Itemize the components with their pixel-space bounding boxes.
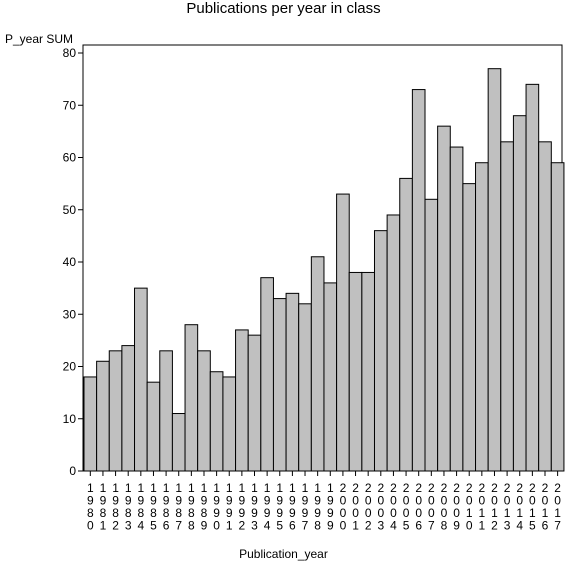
y-tick-label: 80 — [63, 46, 77, 60]
y-tick-label: 40 — [63, 255, 77, 269]
bar-2014 — [512, 115, 527, 472]
bar-1992 — [235, 329, 249, 472]
bar-1994 — [260, 277, 274, 472]
bar-1996 — [285, 292, 300, 472]
bar-1993 — [247, 334, 262, 472]
y-tick-label: 30 — [63, 307, 77, 321]
bar-1982 — [108, 350, 123, 472]
y-axis: 0 10 20 30 40 50 60 70 80 — [63, 46, 83, 478]
bar-1995 — [272, 298, 287, 472]
bar-1991 — [222, 376, 237, 472]
bar-1999 — [323, 282, 338, 472]
bar-1988 — [184, 324, 199, 472]
bar-2012 — [487, 68, 502, 472]
bar-1984 — [134, 287, 148, 472]
bar-1985 — [146, 381, 161, 472]
bar-2010 — [462, 183, 477, 472]
bar-2007 — [424, 198, 439, 472]
y-tick-label: 20 — [63, 360, 77, 374]
bar-1980 — [83, 376, 98, 472]
bar-1987 — [171, 413, 186, 472]
bar-2005 — [399, 177, 413, 472]
bar-2002 — [361, 271, 375, 472]
bar-2017 — [550, 162, 565, 472]
bar-2000 — [336, 193, 350, 472]
bars-group — [83, 68, 565, 472]
x-axis-label: Publication_year — [239, 547, 328, 561]
y-axis-label: P_year SUM — [5, 32, 74, 46]
bar-1983 — [121, 345, 136, 472]
bar-1997 — [298, 303, 312, 472]
y-tick-label: 50 — [63, 203, 77, 217]
bar-2009 — [449, 146, 464, 472]
bar-2003 — [373, 230, 388, 472]
bar-1998 — [310, 256, 325, 472]
y-tick-label: 10 — [63, 412, 77, 426]
bar-2011 — [475, 162, 489, 472]
bar-1989 — [197, 350, 211, 472]
chart-title: Publications per year in class — [186, 0, 381, 17]
x-axis: 1 9 8 0 1 9 8 1 1 9 8 2 1 9 8 3 1 9 8 4 1 9 8 5 1 9 8 6 1 9 8 7 1 9 8 8 1 9 8 9… — [87, 471, 561, 533]
y-tick-label: 70 — [63, 98, 77, 112]
y-tick-label: 0 — [69, 464, 76, 478]
bar-2015 — [525, 83, 540, 472]
bar-2008 — [437, 125, 451, 472]
bar-1986 — [159, 350, 173, 472]
bar-1990 — [209, 371, 224, 472]
bar-1981 — [96, 360, 110, 472]
bar-2013 — [500, 141, 514, 472]
bar-2001 — [348, 271, 363, 472]
y-tick-label: 60 — [63, 151, 77, 165]
bar-2016 — [538, 141, 552, 472]
bar-2006 — [411, 89, 426, 472]
bar-2004 — [386, 214, 401, 472]
